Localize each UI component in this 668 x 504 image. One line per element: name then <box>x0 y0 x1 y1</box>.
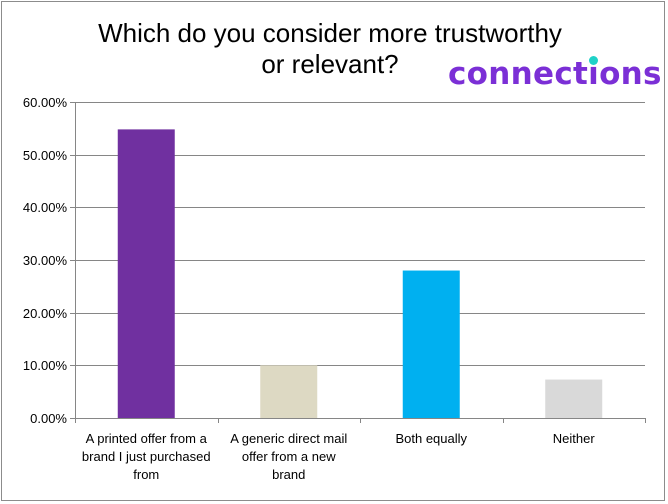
connections-logo: connect ı ons <box>448 52 662 96</box>
bar <box>402 270 460 418</box>
y-tick-label: 0.00% <box>30 411 67 426</box>
y-tick-label: 60.00% <box>23 95 68 110</box>
y-tick-label: 50.00% <box>23 148 68 163</box>
logo-text-start: connect <box>448 56 589 92</box>
logo-i-glyph: ı <box>588 56 600 92</box>
x-tick-label: A generic direct mail offer from a new bra… <box>230 431 347 482</box>
logo-i: ı <box>588 52 599 96</box>
x-tick-label: Both equally <box>395 431 467 446</box>
x-tick-label: Neither <box>553 431 596 446</box>
y-tick-label: 30.00% <box>23 253 68 268</box>
bar <box>260 365 318 418</box>
bar <box>545 379 603 418</box>
y-tick-label: 20.00% <box>23 306 68 321</box>
x-tick-label: A printed offer from a brand I just purch… <box>82 431 211 482</box>
y-tick-label: 40.00% <box>23 200 68 215</box>
y-tick-label: 10.00% <box>23 358 68 373</box>
bar <box>117 129 175 419</box>
logo-text-end: ons <box>599 56 662 92</box>
logo-dot-icon <box>589 56 599 65</box>
chart-title: Which do you consider more trustworthy o… <box>40 18 620 80</box>
chart-title-line-1: Which do you consider more trustworthy <box>98 18 562 48</box>
chart-title-line-2: or relevant? <box>261 49 399 79</box>
